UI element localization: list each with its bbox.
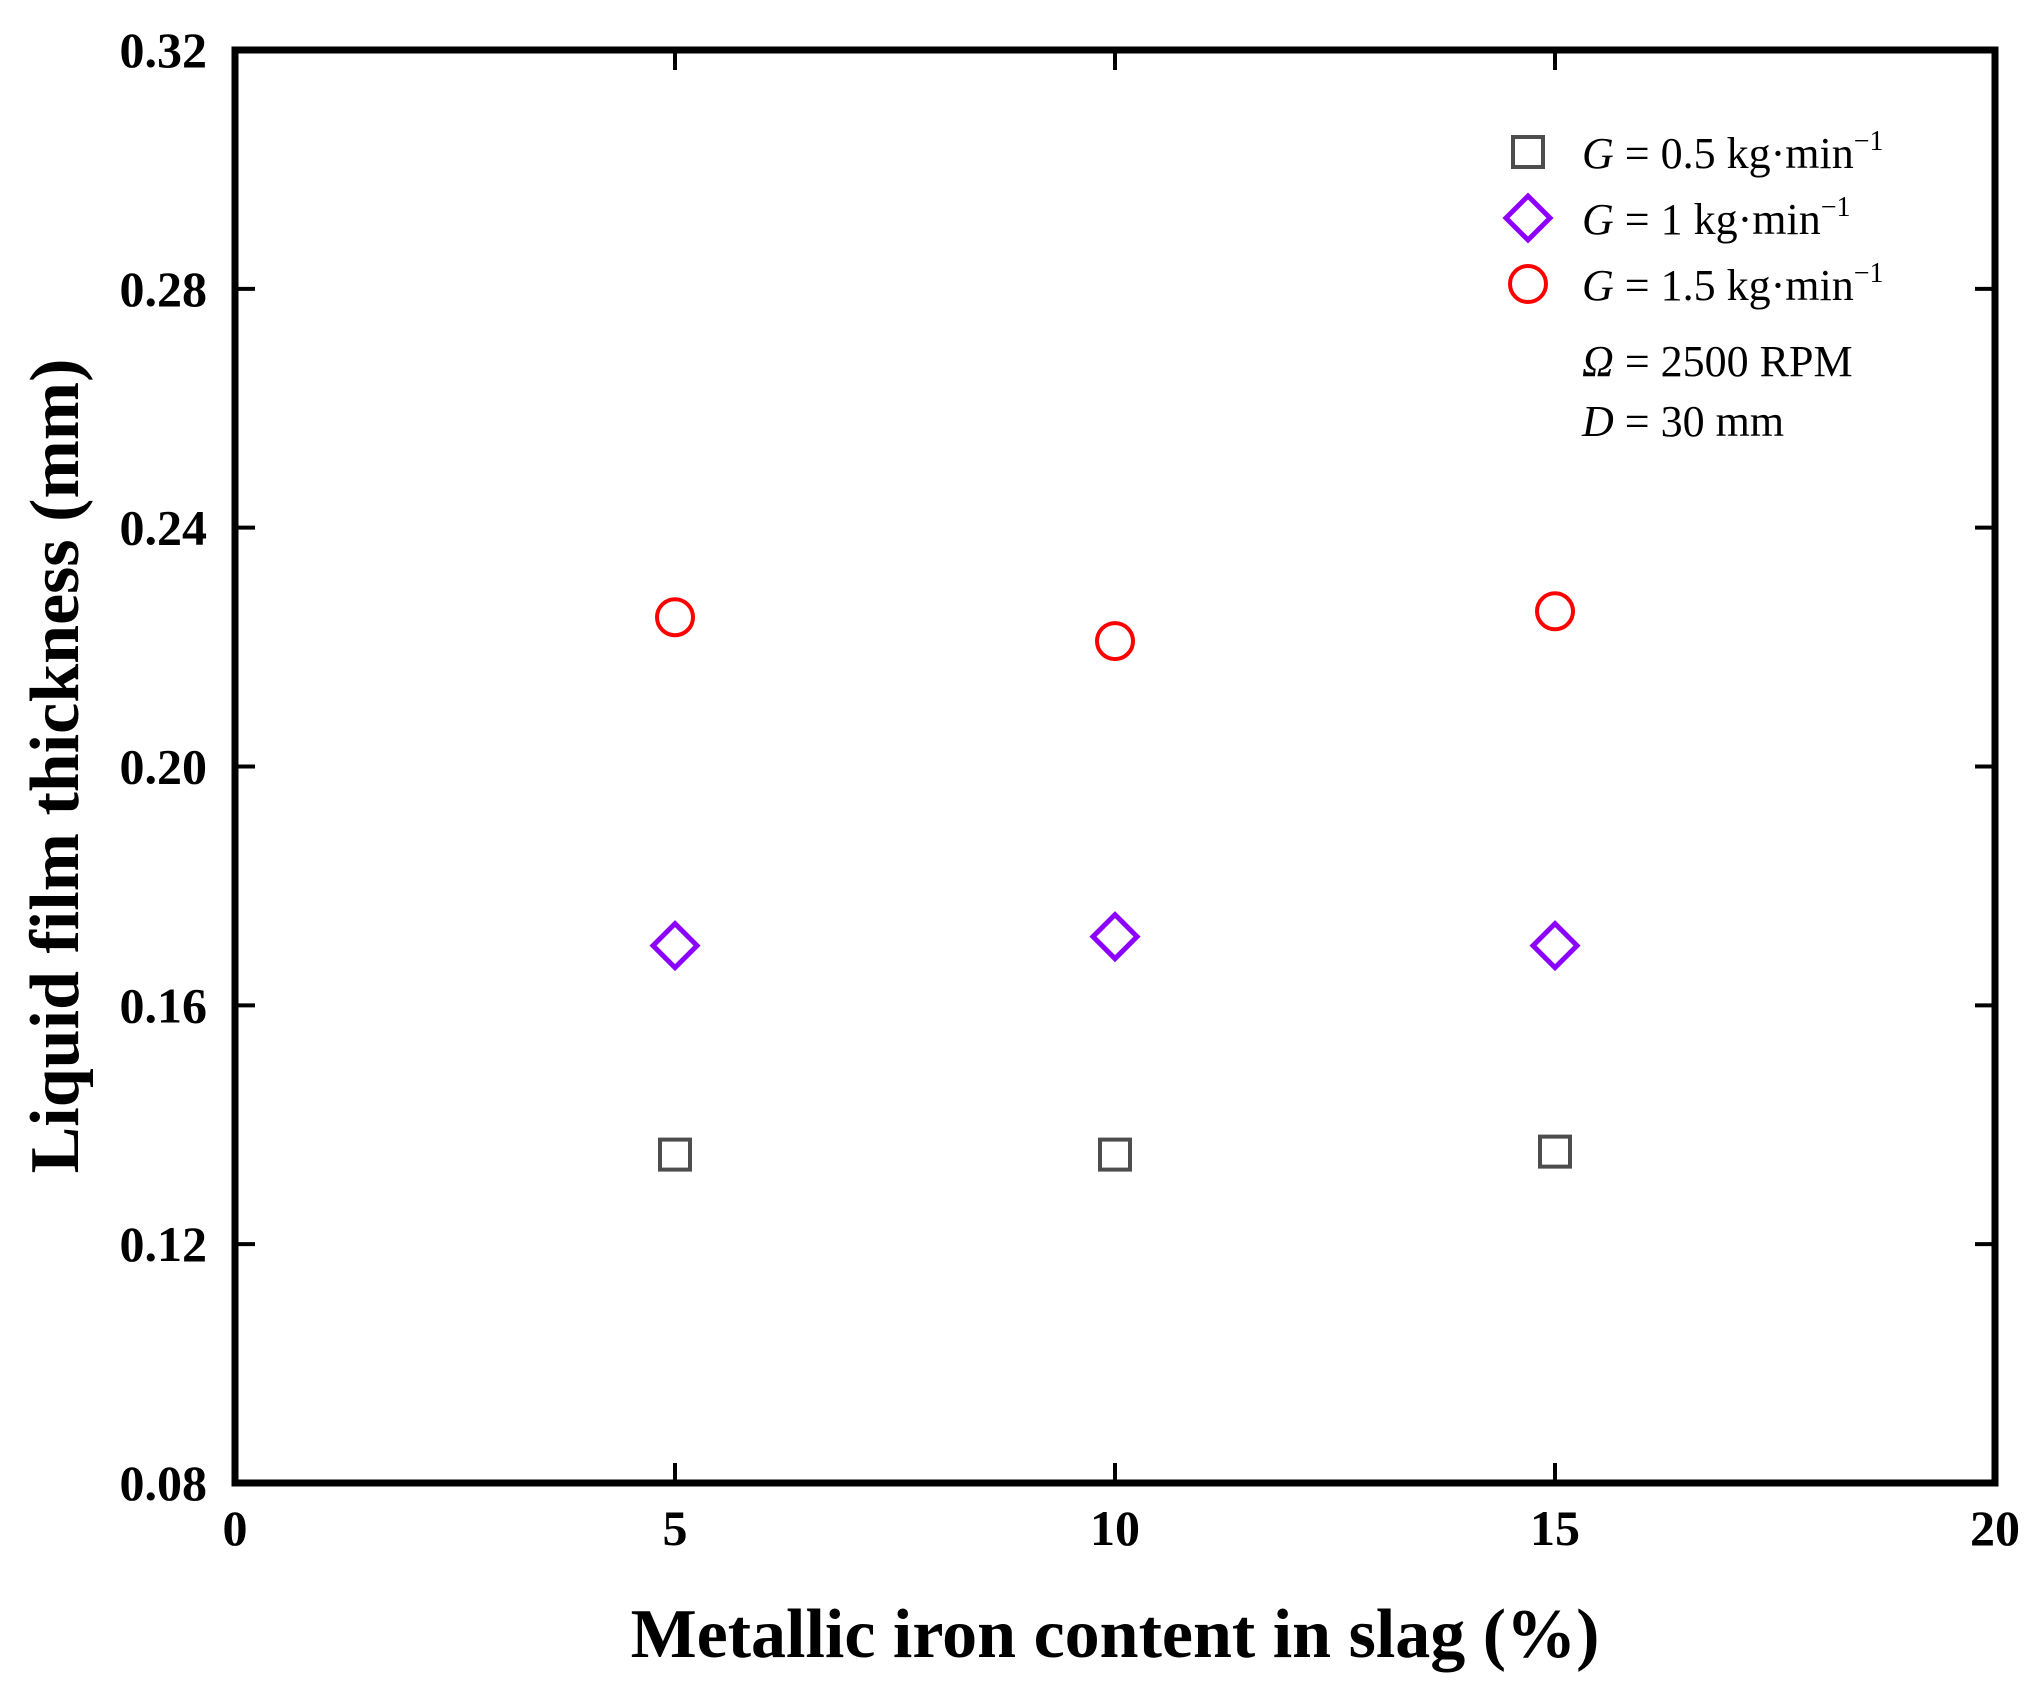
legend-marker — [1508, 264, 1548, 304]
x-tick-label: 20 — [1970, 1500, 2020, 1556]
data-point — [649, 920, 701, 972]
legend-marker — [1511, 135, 1545, 169]
data-point — [658, 1137, 692, 1172]
data-point — [1538, 1134, 1572, 1169]
legend-annotation: Ω = 2500 RPM — [1582, 337, 1853, 386]
y-tick-label: 0.08 — [120, 1455, 208, 1511]
data-point — [1095, 621, 1135, 662]
y-tick-label: 0.20 — [120, 739, 208, 795]
data-point — [1089, 911, 1141, 963]
legend-annotation: D = 30 mm — [1581, 397, 1784, 446]
x-tick-label: 15 — [1530, 1500, 1580, 1556]
legend-label: G = 0.5 kg·min−1 — [1582, 126, 1884, 178]
y-tick-label: 0.28 — [120, 261, 208, 317]
data-point — [1535, 591, 1575, 632]
y-tick-label: 0.32 — [120, 22, 208, 78]
x-tick-label: 0 — [223, 1500, 248, 1556]
data-point — [1529, 920, 1581, 972]
x-tick-label: 5 — [663, 1500, 688, 1556]
y-tick-label: 0.24 — [120, 500, 208, 556]
y-axis-title: Liquid film thickness (mm) — [17, 359, 94, 1174]
data-point — [655, 597, 695, 638]
x-axis: 0 5 10 15 20 — [223, 50, 2020, 1556]
data-point — [1098, 1137, 1132, 1172]
data-points — [649, 591, 1581, 1172]
y-axis: 0.08 0.12 0.16 0.20 0.24 0.28 0.32 — [120, 22, 1995, 1511]
x-axis-title: Metallic iron content in slag (%) — [631, 1596, 1600, 1673]
y-tick-label: 0.16 — [120, 977, 208, 1033]
legend-label: G = 1 kg·min−1 — [1582, 192, 1851, 244]
x-tick-label: 10 — [1090, 1500, 1140, 1556]
y-tick-label: 0.12 — [120, 1216, 208, 1272]
legend-label: G = 1.5 kg·min−1 — [1582, 258, 1884, 310]
legend-marker — [1502, 192, 1554, 244]
legend: G = 0.5 kg·min−1 G = 1 kg·min−1 G = 1.5 kg… — [1502, 126, 1884, 446]
